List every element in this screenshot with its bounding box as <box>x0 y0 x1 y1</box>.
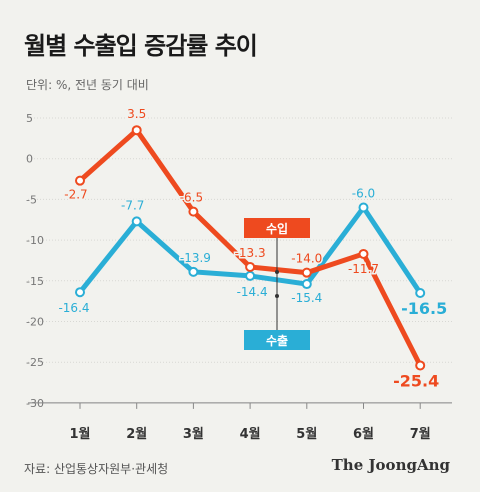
import-series-data-label: -14.0 <box>291 252 322 266</box>
import-series-data-label: 3.5 <box>127 107 146 121</box>
export-series-point <box>415 288 426 299</box>
import-series-data-label: -25.4 <box>393 371 439 390</box>
chart-title: 월별 수출입 증감률 추이 <box>24 32 258 60</box>
y-tick-label: -15 <box>26 275 44 288</box>
export-series-point <box>131 216 142 227</box>
legend-export-label: 수출 <box>266 333 288 348</box>
import-series-data-label: -2.7 <box>64 188 87 202</box>
brand-logo: The JoongAng <box>331 456 450 474</box>
export-series-data-label: -14.4 <box>237 285 268 299</box>
export-series-data-label: -6.0 <box>352 187 375 201</box>
export-series-data-label: -16.4 <box>58 301 89 315</box>
export-series-point <box>245 270 256 281</box>
import-series-data-label: -11.7 <box>348 262 379 276</box>
import-series-point <box>245 261 256 272</box>
export-series-point <box>301 279 312 290</box>
export-series-data-label: -15.4 <box>291 291 322 305</box>
import-series-data-label: -6.5 <box>180 191 203 205</box>
y-tick-label: 0 <box>26 153 33 166</box>
x-tick-label: 1월 <box>69 426 90 442</box>
import-series-point <box>358 248 369 259</box>
x-tick-label: 7월 <box>410 426 431 442</box>
import-series-point <box>415 360 426 371</box>
x-tick-label: 3월 <box>183 426 204 442</box>
y-tick-label: 5 <box>26 112 33 125</box>
export-series-data-label: -16.5 <box>401 299 447 318</box>
export-series-point <box>188 266 199 277</box>
chart-unit-note: 단위: %, 전년 동기 대비 <box>26 78 149 92</box>
x-tick-label: 2월 <box>126 426 147 442</box>
y-tick-label: -20 <box>26 316 44 329</box>
export-series-data-label: -7.7 <box>121 198 144 212</box>
import-series-point <box>131 125 142 136</box>
import-series-data-label: -13.3 <box>235 246 266 260</box>
import-series-point <box>301 267 312 278</box>
export-series-data-label: -13.9 <box>180 251 211 265</box>
y-tick-label: -10 <box>26 234 44 247</box>
legend-import-box <box>244 218 310 238</box>
legend-import-label: 수입 <box>266 222 288 236</box>
y-tick-label: -5 <box>26 193 37 206</box>
legend-connector-dot <box>275 294 279 298</box>
export-series-point <box>75 287 85 298</box>
x-tick-label: 6월 <box>353 426 374 442</box>
export-series-point <box>358 202 369 213</box>
import-series-point <box>188 206 199 217</box>
x-tick-label: 4월 <box>240 426 261 442</box>
source-note: 자료: 산업통상자원부·관세청 <box>24 462 169 476</box>
import-series-point <box>75 175 85 186</box>
x-tick-label: 5월 <box>296 426 317 442</box>
legend-connector-dot <box>275 270 279 274</box>
legend-export-box <box>244 330 310 350</box>
y-tick-label: -25 <box>26 356 44 369</box>
